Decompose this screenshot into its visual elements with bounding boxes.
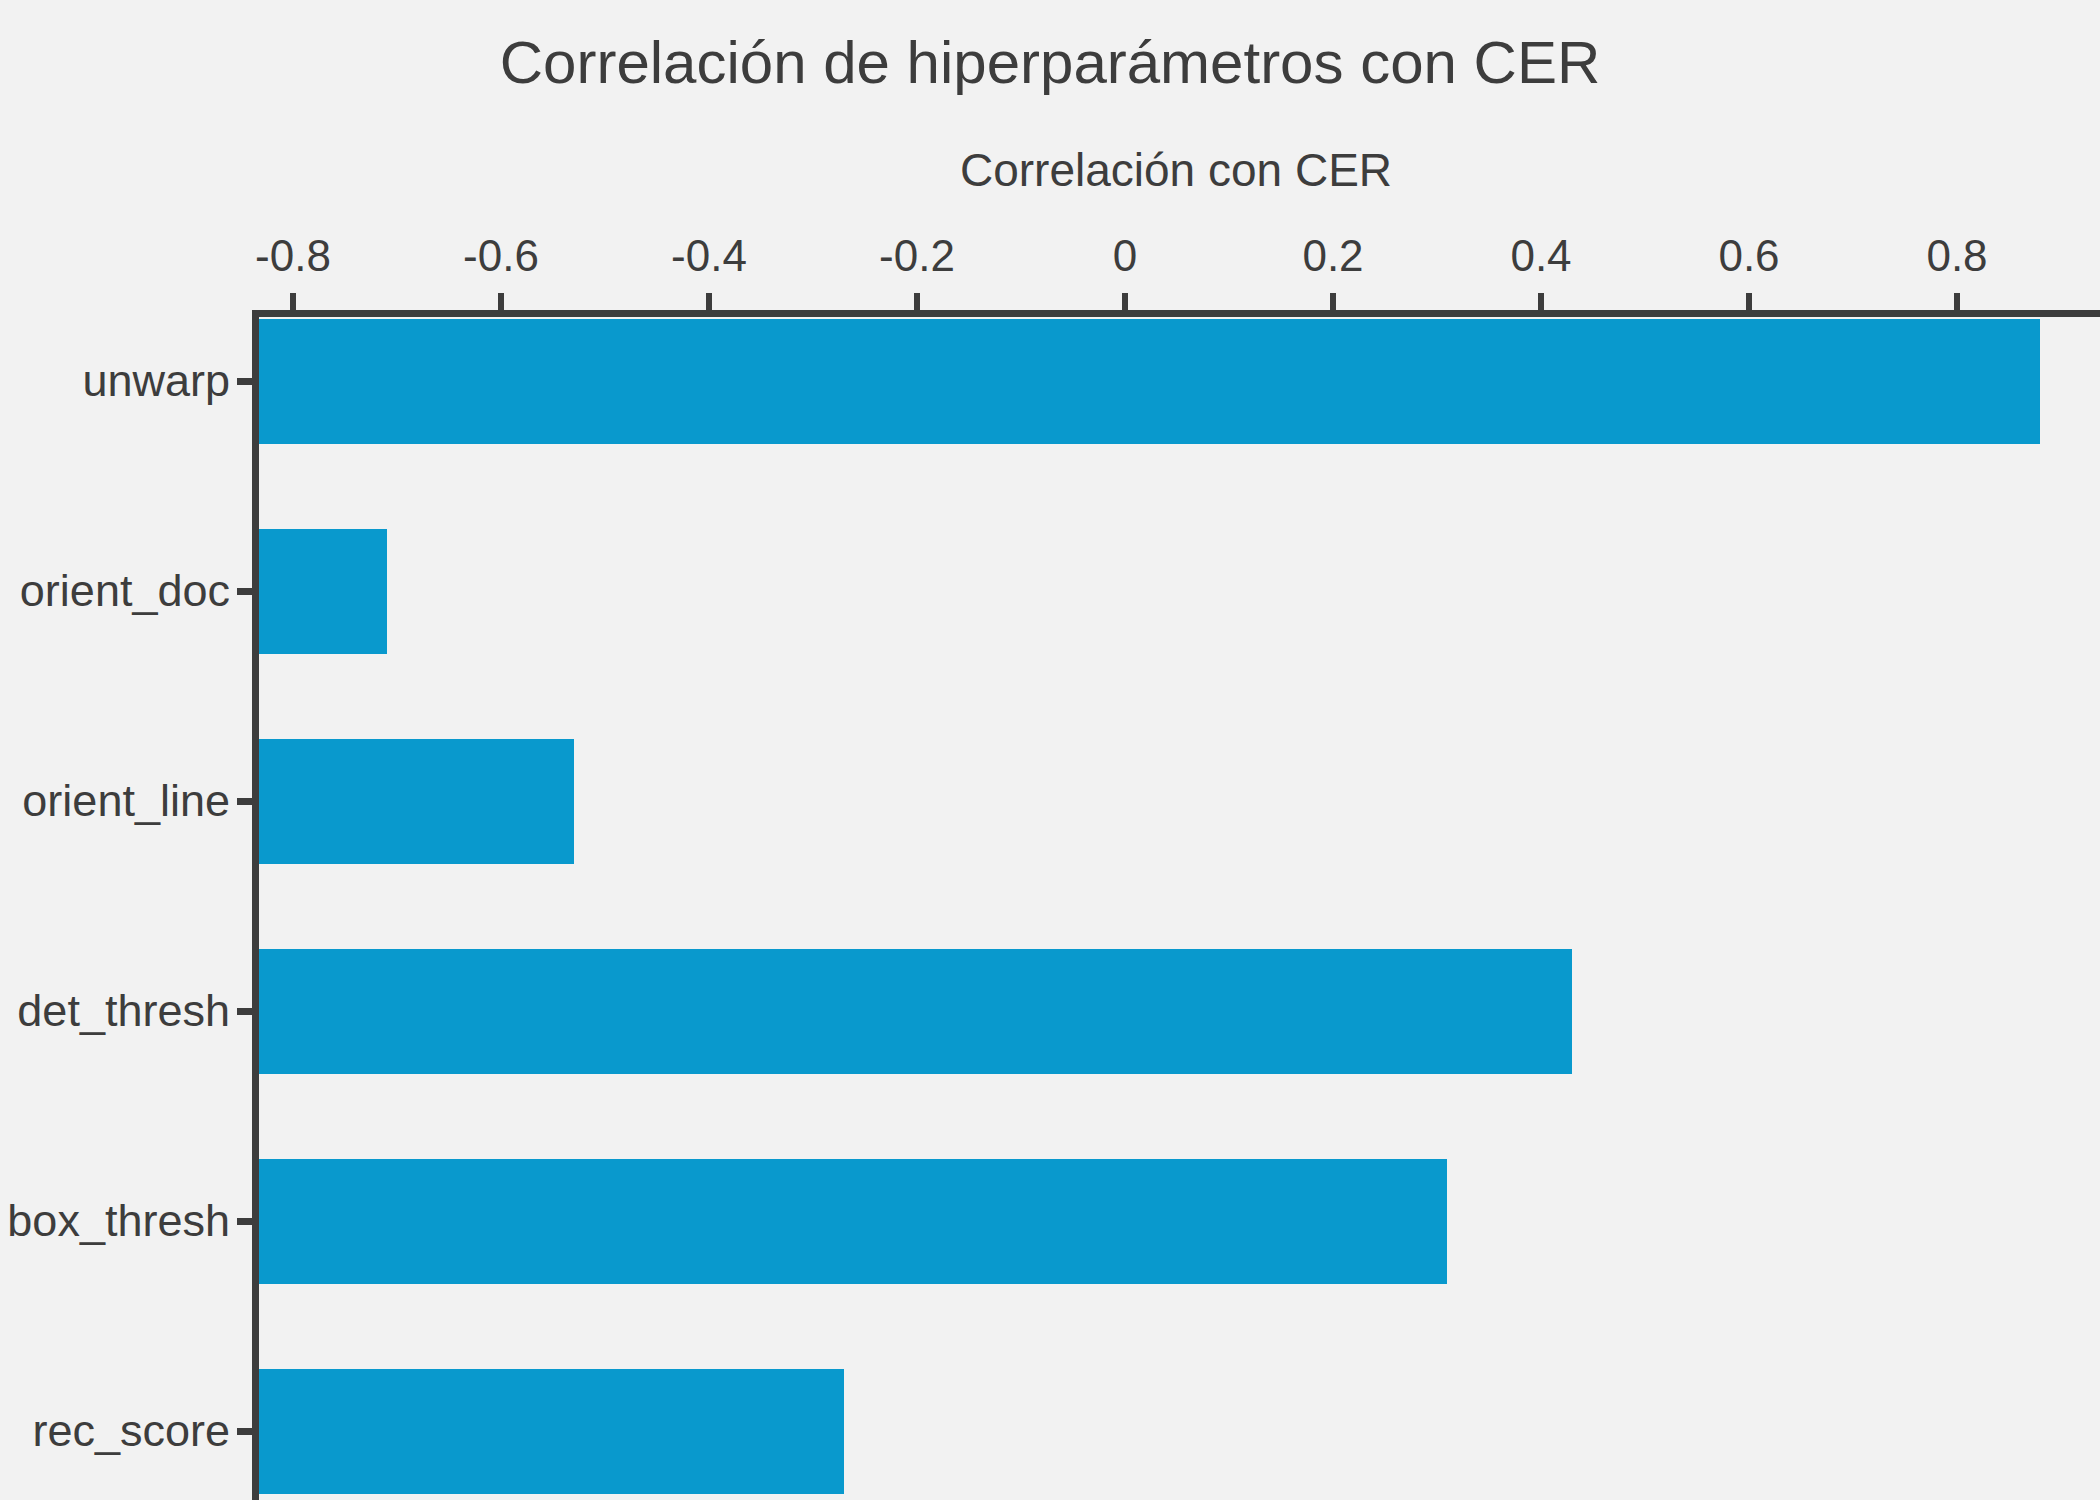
x-tick-mark [1122, 293, 1128, 310]
y-tick-mark [237, 1428, 252, 1435]
y-axis-label: orient_doc [20, 567, 230, 615]
x-tick-label: -0.4 [671, 233, 747, 279]
x-tick-mark [914, 293, 920, 310]
y-tick-mark [237, 378, 252, 385]
y-tick-mark [237, 798, 252, 805]
x-tick-label: -0.2 [879, 233, 955, 279]
bar-rec_score [259, 1369, 844, 1494]
x-tick-label: 0.2 [1302, 233, 1363, 279]
x-tick-mark [706, 293, 712, 310]
bar-chart-figure: Correlación de hiperparámetros con CER C… [0, 0, 2100, 1500]
y-tick-mark [237, 588, 252, 595]
left-axis-spine [252, 310, 259, 1500]
x-tick-mark [1538, 293, 1544, 310]
x-tick-label: 0.8 [1926, 233, 1987, 279]
x-tick-label: -0.8 [255, 233, 331, 279]
bar-unwarp [259, 319, 2040, 444]
x-tick-label: -0.6 [463, 233, 539, 279]
top-axis-spine [252, 310, 2100, 317]
x-tick-mark [1954, 293, 1960, 310]
x-tick-label: 0.6 [1718, 233, 1779, 279]
x-tick-mark [1746, 293, 1752, 310]
x-tick-mark [290, 293, 296, 310]
bar-box_thresh [259, 1159, 1447, 1284]
bar-orient_doc [259, 529, 387, 654]
bar-det_thresh [259, 949, 1572, 1074]
x-tick-label: 0.4 [1510, 233, 1571, 279]
y-axis-label: orient_line [22, 777, 230, 825]
x-axis-label: Correlación con CER [252, 146, 2100, 194]
y-axis-label: box_thresh [7, 1197, 230, 1245]
x-tick-mark [1330, 293, 1336, 310]
x-tick-label: 0 [1113, 233, 1137, 279]
y-axis-label: rec_score [32, 1407, 230, 1455]
y-tick-mark [237, 1008, 252, 1015]
bar-orient_line [259, 739, 574, 864]
y-tick-mark [237, 1218, 252, 1225]
y-axis-label: det_thresh [17, 987, 230, 1035]
x-tick-mark [498, 293, 504, 310]
y-axis-label: unwarp [82, 357, 230, 405]
chart-title: Correlación de hiperparámetros con CER [0, 32, 2100, 94]
